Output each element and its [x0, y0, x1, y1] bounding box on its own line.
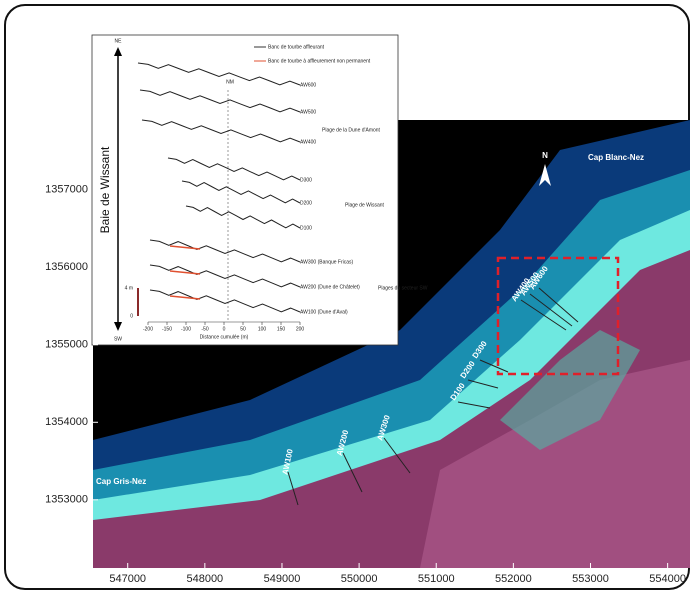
x-tick-label: 552000	[495, 573, 532, 585]
inset-profile-label: AW200 (Dune de Châtelet)	[300, 284, 360, 290]
inset-x-tick-label: -200	[143, 326, 153, 332]
inset	[92, 35, 398, 345]
group-label: Plage de Wissant	[345, 202, 385, 208]
y-tick-label: 1354000	[45, 416, 88, 428]
y-tick-label: 1356000	[45, 261, 88, 273]
axis-label: Baie de Wissant	[98, 146, 112, 233]
x-tick-label: 548000	[186, 573, 223, 585]
place-label: Cap Gris-Nez	[96, 477, 146, 486]
x-tick-label: 553000	[572, 573, 609, 585]
inset-x-tick-label: -150	[162, 326, 172, 332]
axis-bottom: SW	[114, 336, 122, 342]
center-label: NM	[226, 79, 234, 85]
north-label: N	[542, 151, 548, 160]
place-label: Cap Blanc-Nez	[588, 153, 644, 162]
axis-top: NE	[115, 38, 123, 44]
inset-x-tick-label: 50	[240, 326, 246, 332]
inset-x-tick-label: 200	[296, 326, 305, 332]
inset-x-tick-label: 100	[258, 326, 267, 332]
y-tick-label: 1357000	[45, 184, 88, 196]
inset-profile-label: D300	[300, 177, 312, 183]
x-tick-label: 547000	[109, 573, 146, 585]
x-tick-label: 549000	[264, 573, 301, 585]
inset-profile-label: AW500	[300, 109, 316, 115]
inset-x-tick-label: -50	[201, 326, 208, 332]
figure: 547000 548000 549000 550000 551000 552000 5530…	[0, 0, 696, 594]
x-tick-label: 551000	[418, 573, 455, 585]
x-tick-label: 550000	[341, 573, 378, 585]
inset-profile-label: AW100 (Dune d'Aval)	[300, 309, 348, 315]
group-label: Plage de la Dune d'Amont	[322, 127, 381, 133]
inset-profile-label: AW300 (Banque Fricas)	[300, 259, 354, 265]
group-label: Plages du secteur SW	[378, 285, 428, 291]
inset-profile-label: D100	[300, 225, 312, 231]
inset-profile-label: D200	[300, 200, 312, 206]
inset-x-label: Distance cumulée (m)	[200, 334, 249, 340]
y-tick-label: 1355000	[45, 339, 88, 351]
inset-x-tick-label: -100	[181, 326, 191, 332]
inset-profile-label: AW400	[300, 139, 316, 145]
x-tick-label: 554000	[649, 573, 686, 585]
inset-x-tick-label: 150	[277, 326, 286, 332]
y-tick-label: 1353000	[45, 494, 88, 506]
legend-label: Banc de tourbe affleurant	[268, 44, 325, 50]
scale-top: 4 m	[125, 285, 133, 291]
inset-profile-label: AW600	[300, 82, 316, 88]
scale-bottom: 0	[130, 313, 133, 319]
legend-label: Banc de tourbe à affleurement non perman…	[268, 58, 371, 64]
inset-x-tick-label: 0	[223, 326, 226, 332]
